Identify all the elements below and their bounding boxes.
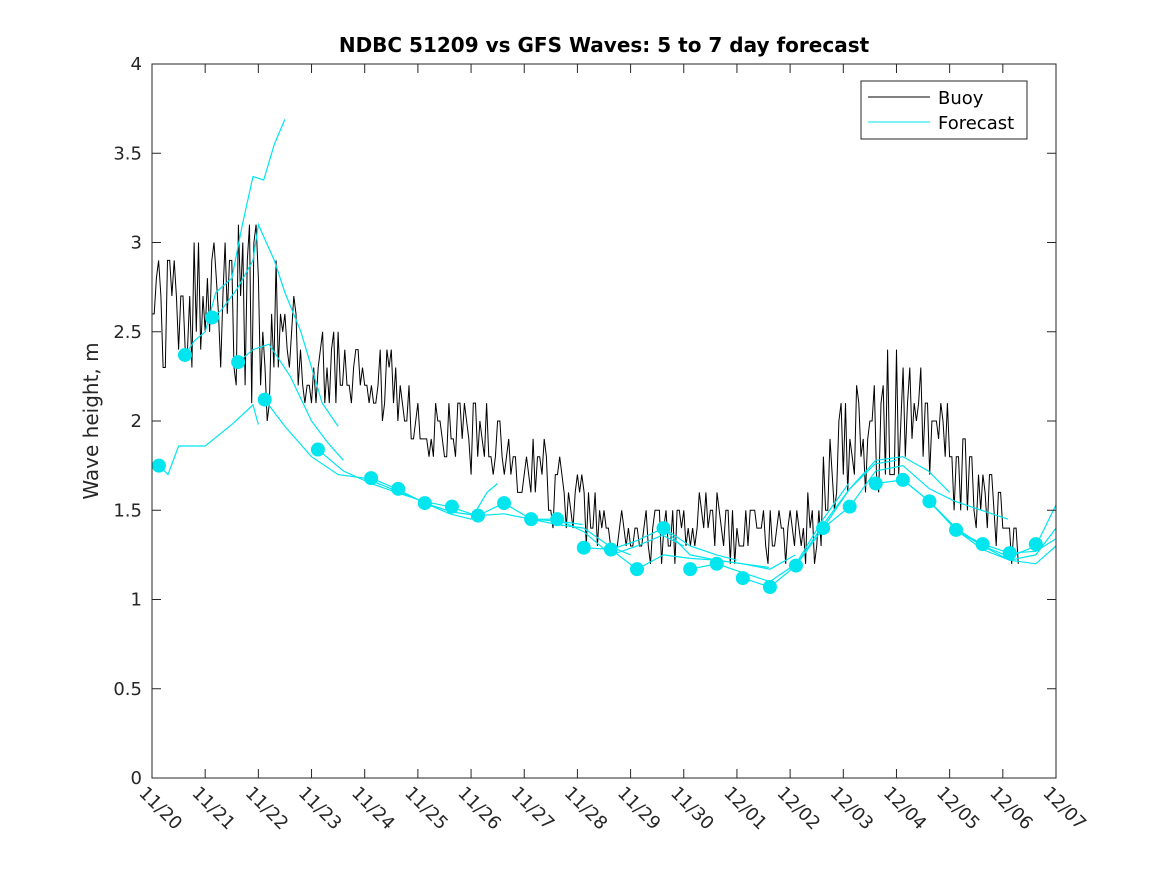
forecast-line [184, 119, 286, 356]
forecast-marker [895, 472, 910, 487]
y-tick-label: 1.5 [113, 500, 142, 521]
forecast-marker [735, 571, 750, 586]
y-tick-label: 0.5 [113, 679, 142, 700]
y-tick-label: 4 [131, 54, 142, 75]
forecast-marker [656, 521, 671, 536]
forecast-line [237, 343, 344, 461]
y-axis: 0 0.5 1 1.5 2 2.5 3 3.5 4 [113, 54, 1056, 789]
forecast-marker [177, 347, 192, 362]
forecast-marker [417, 496, 432, 511]
forecast-marker [231, 355, 246, 370]
forecast-marker [629, 562, 644, 577]
forecast-marker [922, 494, 937, 509]
y-tick-label: 0 [131, 768, 142, 789]
y-tick-label: 1 [131, 590, 142, 611]
forecast-marker [444, 499, 459, 514]
chart-title: NDBC 51209 vs GFS Waves: 5 to 7 day fore… [339, 33, 870, 57]
forecast-marker [762, 580, 777, 595]
buoy-series-layer [152, 224, 1019, 564]
forecast-marker [816, 521, 831, 536]
forecast-marker [470, 508, 485, 523]
forecast-marker [1002, 546, 1017, 561]
legend-label-forecast: Forecast [938, 113, 1014, 134]
forecast-line [211, 222, 339, 427]
forecast-marker [257, 392, 272, 407]
legend: Buoy Forecast [860, 80, 1028, 140]
forecast-line [822, 464, 1009, 529]
forecast-marker [1028, 537, 1043, 552]
y-tick-label: 2 [131, 411, 142, 432]
y-tick-label: 3 [131, 233, 142, 254]
forecast-marker [709, 556, 724, 571]
forecast-marker [576, 540, 591, 555]
forecast-marker [151, 458, 166, 473]
y-axis-label: Wave height, m [79, 342, 103, 499]
forecast-marker [788, 558, 803, 573]
forecast-marker [205, 310, 220, 325]
buoy-line [152, 224, 1019, 564]
forecast-marker [497, 496, 512, 511]
plot-area [152, 64, 1056, 778]
forecast-line [663, 527, 796, 570]
forecast-marker [524, 512, 539, 527]
forecast-marker [364, 471, 379, 486]
forecast-marker [683, 562, 698, 577]
legend-box [860, 80, 1028, 140]
forecast-marker [949, 522, 964, 537]
forecast-line [955, 529, 1057, 565]
forecast-marker [975, 537, 990, 552]
forecast-markers-layer [151, 310, 1043, 595]
forecast-marker [310, 442, 325, 457]
forecast-marker [842, 499, 857, 514]
forecast-marker [391, 481, 406, 496]
y-tick-label: 2.5 [113, 322, 142, 343]
forecast-marker [550, 512, 565, 527]
forecast-marker [603, 542, 618, 557]
y-tick-label: 3.5 [113, 143, 142, 164]
legend-label-buoy: Buoy [938, 88, 984, 109]
forecast-marker [868, 476, 883, 491]
forecast-line [158, 403, 259, 476]
